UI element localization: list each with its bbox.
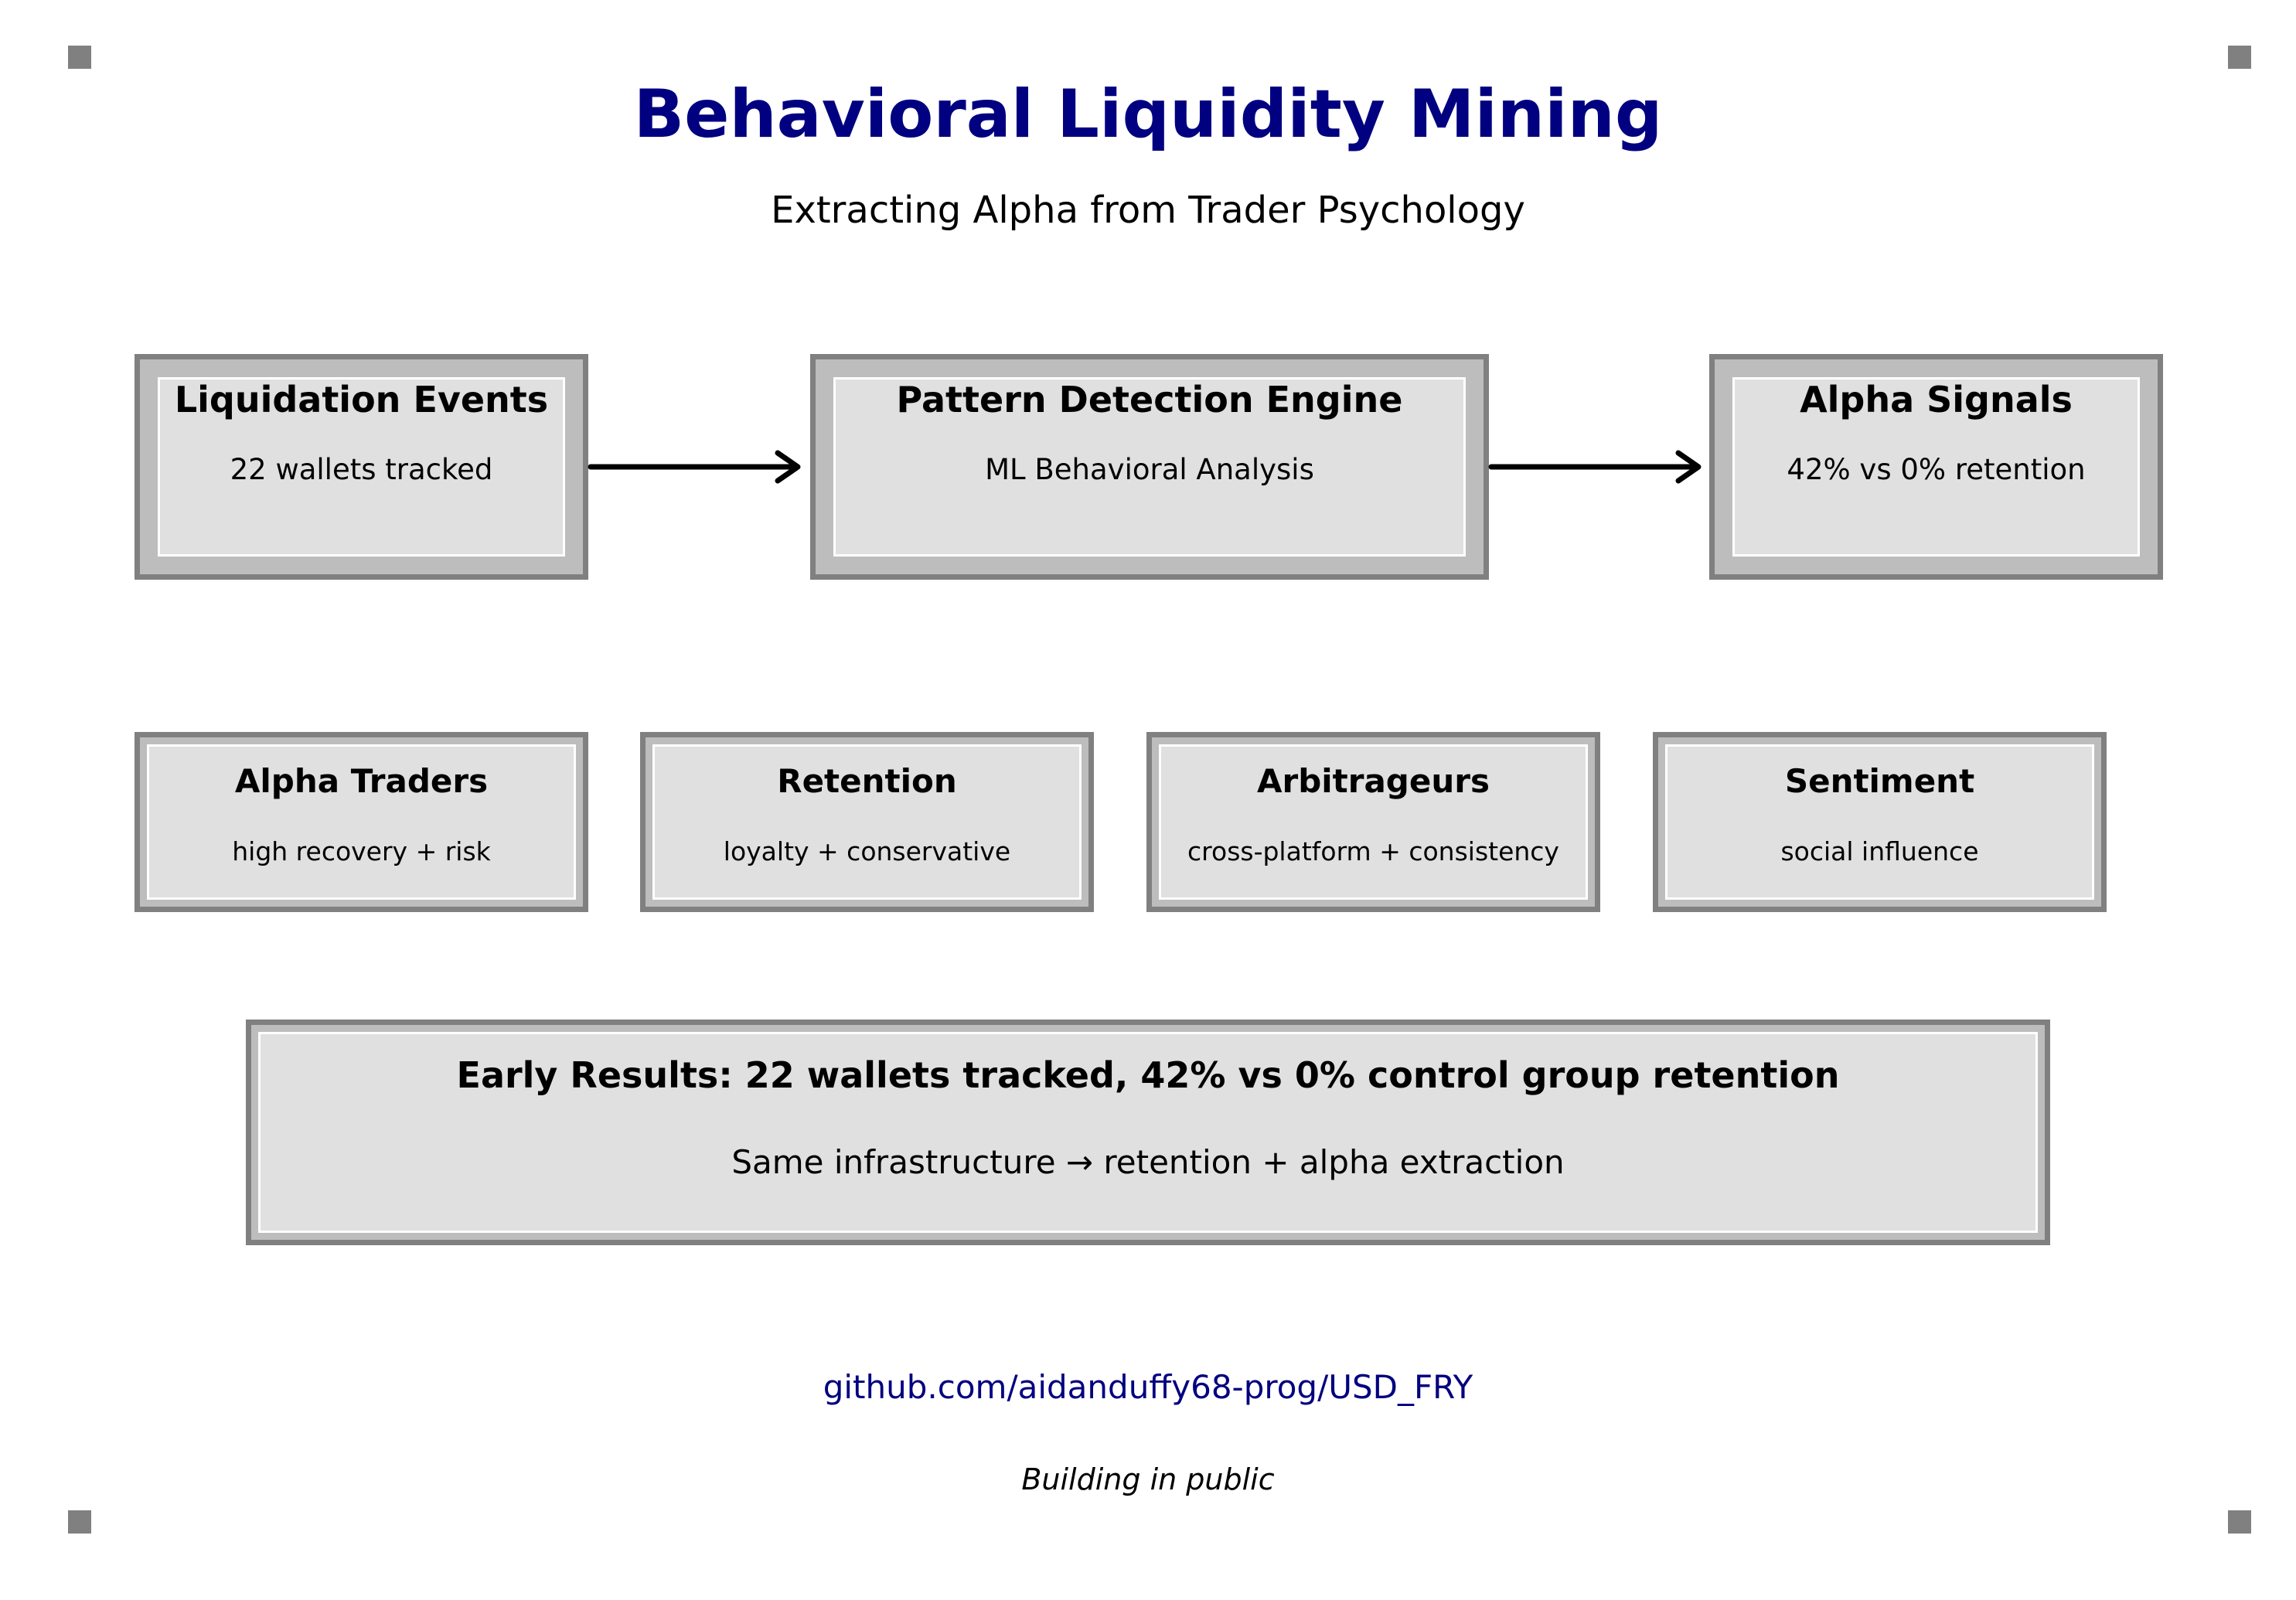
arrow-engine-to-signals — [1488, 450, 1702, 484]
box-detail: 42% vs 0% retention — [1787, 453, 2086, 486]
results-detail: Same infrastructure → retention + alpha … — [731, 1143, 1565, 1181]
box-title: Pattern Detection Engine — [896, 379, 1403, 420]
arrow-liquidation-to-engine — [588, 450, 801, 484]
pipeline-box-pattern-detection-engine: Pattern Detection Engine ML Behavioral A… — [810, 354, 1489, 580]
corner-marker-top-left — [68, 46, 91, 69]
box-title: Liquidation Events — [174, 379, 549, 420]
category-box-alpha-traders: Alpha Traders high recovery + risk — [135, 732, 588, 912]
corner-marker-top-right — [2228, 46, 2251, 69]
box-detail: social influence — [1780, 836, 1979, 866]
box-inner — [1732, 377, 2140, 557]
pipeline-box-alpha-signals: Alpha Signals 42% vs 0% retention — [1709, 354, 2163, 580]
page-title: Behavioral Liquidity Mining — [633, 76, 1663, 153]
github-link[interactable]: github.com/aidanduffy68-prog/USD_FRY — [823, 1368, 1473, 1406]
box-detail: high recovery + risk — [232, 836, 491, 866]
box-title: Retention — [777, 762, 957, 800]
box-inner — [652, 744, 1082, 900]
page-subtitle: Extracting Alpha from Trader Psychology — [771, 189, 1525, 232]
results-box: Early Results: 22 wallets tracked, 42% v… — [246, 1020, 2050, 1245]
results-headline: Early Results: 22 wallets tracked, 42% v… — [456, 1054, 1840, 1096]
box-title: Sentiment — [1784, 762, 1975, 800]
box-title: Arbitrageurs — [1257, 762, 1490, 800]
box-inner — [158, 377, 565, 557]
box-inner — [1159, 744, 1588, 900]
box-detail: cross-platform + consistency — [1187, 836, 1559, 866]
box-title: Alpha Traders — [234, 762, 489, 800]
category-box-sentiment: Sentiment social influence — [1653, 732, 2107, 912]
box-inner — [833, 377, 1466, 557]
corner-marker-bottom-left — [68, 1510, 91, 1534]
category-box-arbitrageurs: Arbitrageurs cross-platform + consistenc… — [1146, 732, 1600, 912]
box-inner — [258, 1032, 2038, 1233]
box-inner — [1665, 744, 2094, 900]
box-detail: loyalty + conservative — [723, 836, 1011, 866]
corner-marker-bottom-right — [2228, 1510, 2251, 1534]
box-title: Alpha Signals — [1800, 379, 2073, 420]
box-detail: ML Behavioral Analysis — [985, 453, 1314, 486]
category-box-retention: Retention loyalty + conservative — [640, 732, 1094, 912]
box-detail: 22 wallets tracked — [230, 453, 493, 486]
box-inner — [147, 744, 576, 900]
pipeline-box-liquidation-events: Liquidation Events 22 wallets tracked — [135, 354, 588, 580]
tagline: Building in public — [1021, 1462, 1275, 1496]
